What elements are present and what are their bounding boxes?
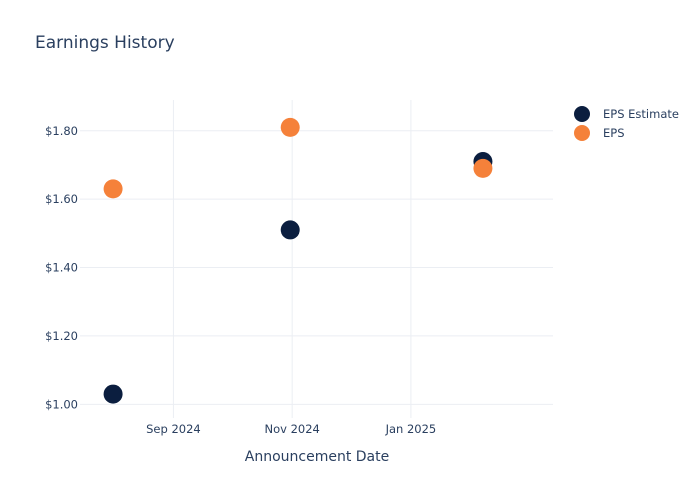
y-tick-label: $1.20: [45, 329, 78, 343]
x-tick-label: Sep 2024: [146, 422, 201, 436]
legend-label-eps: EPS: [603, 125, 625, 140]
y-tick-label: $1.80: [45, 124, 78, 138]
axis-layer: Sep 2024 Nov 2024 Jan 2025 $1.00 $1.20 $1.40 $…: [45, 124, 436, 436]
legend-swatch-eps-estimate: [574, 105, 590, 122]
y-tick-label: $1.00: [45, 397, 78, 411]
data-point-eps-estimate[interactable]: [280, 220, 300, 240]
legend: EPS Estimate EPS: [574, 104, 679, 142]
points-layer: [103, 117, 493, 404]
legend-item-eps[interactable]: EPS: [574, 123, 679, 142]
data-point-eps[interactable]: [280, 117, 300, 137]
x-tick-label: Jan 2025: [385, 422, 437, 436]
grid-layer: [80, 100, 553, 418]
data-point-eps-estimate[interactable]: [103, 384, 123, 404]
data-point-eps[interactable]: [473, 158, 493, 178]
legend-item-eps-estimate[interactable]: EPS Estimate: [574, 104, 679, 123]
legend-swatch-eps: [574, 124, 590, 141]
y-tick-label: $1.60: [45, 192, 78, 206]
x-axis-title: Announcement Date: [245, 449, 389, 465]
x-tick-label: Nov 2024: [264, 422, 319, 436]
chart-title: Earnings History: [35, 33, 175, 53]
y-tick-label: $1.40: [45, 261, 78, 275]
data-point-eps[interactable]: [103, 179, 123, 199]
legend-label-eps-estimate: EPS Estimate: [603, 106, 679, 121]
